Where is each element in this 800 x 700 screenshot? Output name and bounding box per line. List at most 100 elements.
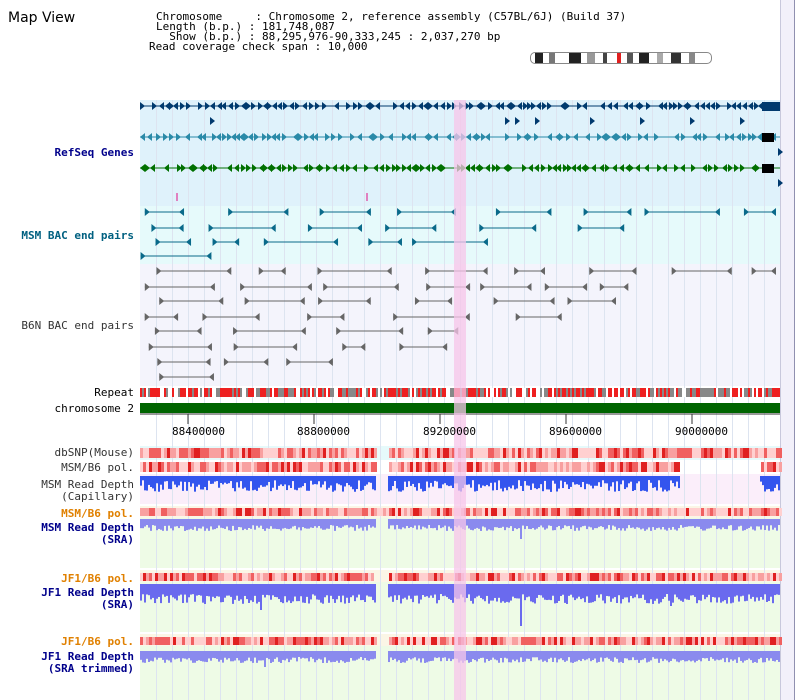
b6n-bac-pair-end	[398, 327, 404, 335]
b6n-bac-pair-end	[539, 267, 545, 275]
msm-sra-depth-bar	[160, 519, 162, 530]
jf1-trim-depth-bar	[744, 651, 746, 661]
jf1-sra-depth-bar	[778, 584, 780, 595]
msm-pol2-strip-cell	[185, 508, 188, 516]
jf1-pol-strip-cell	[638, 573, 641, 581]
repeat-segment	[402, 388, 404, 397]
jf1-pol2-strip-cell	[164, 637, 167, 645]
jf1-pol-strip-cell	[419, 573, 422, 581]
msm-sra-depth-bar	[236, 519, 238, 530]
right-scroll-area[interactable]	[780, 0, 795, 700]
msm-sra-depth-bar	[220, 519, 222, 528]
dbsnp-strip-cell	[731, 448, 734, 458]
repeat-segment	[430, 388, 432, 397]
repeat-segment	[238, 388, 240, 397]
repeat-segment	[726, 388, 728, 397]
msm-capillary-depth-bar	[428, 476, 430, 488]
jf1-trim-depth-bar	[324, 651, 326, 658]
jf1-trim-depth-bar	[286, 651, 288, 659]
msm-capillary-depth-bar	[408, 476, 410, 482]
dbsnp-strip-cell	[773, 448, 776, 458]
msm-pol2-strip-cell	[194, 508, 197, 516]
msm-pol-strip-cell	[422, 462, 425, 472]
jf1-trim-depth-bar	[752, 651, 754, 663]
jf1-pol-strip-cell	[317, 573, 320, 581]
jf1-trim-depth-bar	[226, 651, 228, 660]
repeat-segment	[612, 388, 614, 397]
jf1-sra-depth-bar	[154, 584, 156, 604]
jf1-trim-depth-bar	[468, 651, 470, 663]
msm-pol-strip-cell	[437, 462, 440, 472]
msm-capillary-depth-bar	[606, 476, 608, 484]
repeat-segment	[468, 388, 470, 397]
refseq-row-arrow	[567, 164, 572, 172]
dbsnp-strip-cell	[332, 448, 335, 458]
jf1-trim-depth-bar	[710, 651, 712, 658]
dbsnp-strip-cell	[281, 448, 284, 458]
jf1-trim-depth-bar	[448, 651, 450, 659]
msm-pol2-strip-cell	[479, 508, 482, 516]
repeat-segment	[438, 388, 440, 397]
jf1-sra-depth-bar	[246, 584, 248, 600]
jf1-trim-depth-bar	[570, 651, 572, 663]
dbsnp-strip-cell	[227, 448, 230, 458]
dbsnp-strip-cell	[275, 448, 278, 458]
msm-pol2-strip-cell	[419, 508, 422, 516]
msm-pol-strip-cell	[182, 462, 185, 472]
msm-pol-strip-cell	[626, 462, 629, 472]
b6n-bac-pair-end	[263, 358, 269, 366]
jf1-pol2-strip-cell	[356, 637, 359, 645]
grid-line	[348, 100, 349, 700]
highlight-region[interactable]	[454, 100, 466, 700]
b6n-bac-pair-end	[223, 358, 229, 366]
msm-capillary-depth-bar	[184, 476, 186, 482]
jf1-trim-depth-bar	[344, 651, 346, 663]
jf1-trim-depth-bar	[664, 651, 666, 660]
msm-pol-strip-cell	[239, 462, 242, 472]
msm-pol2-strip-cell	[512, 508, 515, 516]
dbsnp-strip-cell	[764, 448, 767, 458]
jf1-trim-depth-bar	[232, 651, 234, 662]
msm-sra-depth-bar	[596, 519, 598, 529]
jf1-trim-depth-bar	[476, 651, 478, 662]
jf1-pol-strip-cell	[176, 573, 179, 581]
dbsnp-strip-cell	[620, 448, 623, 458]
msm-pol-strip-cell	[527, 462, 530, 472]
msm-capillary-depth-bar	[236, 476, 238, 483]
repeat-segment	[144, 388, 146, 397]
jf1-sra-depth-bar	[574, 584, 576, 601]
msm-pol-strip-cell	[476, 462, 479, 472]
msm-sra-depth-bar	[406, 519, 408, 526]
refseq-row-arrow	[619, 164, 624, 172]
refseq-row-arrow	[607, 102, 612, 110]
msm-pol-strip-cell	[143, 462, 146, 472]
dbsnp-strip-cell	[152, 448, 155, 458]
b6n-bac-pair-end	[631, 267, 637, 275]
msm-capillary-depth-bar	[668, 476, 670, 491]
repeat-segment	[540, 388, 542, 397]
msm-sra-depth-bar	[250, 519, 252, 529]
msm-sra-depth-bar	[214, 519, 216, 530]
jf1-sra-depth-bar	[306, 584, 308, 597]
repeat-segment	[500, 388, 502, 397]
msm-pol-strip-cell	[635, 462, 638, 472]
msm-pol-strip-cell	[257, 462, 260, 472]
jf1-trim-depth-bar	[690, 651, 692, 662]
msm-pol2-strip-cell	[569, 508, 572, 516]
dbsnp-strip-cell	[716, 448, 719, 458]
repeat-segment	[512, 388, 514, 397]
jf1-trim-depth-bar	[270, 651, 272, 663]
jf1-trim-depth-bar	[234, 651, 236, 661]
dbsnp-strip-cell	[146, 448, 149, 458]
chromosome-ideogram[interactable]	[530, 52, 712, 64]
msm-sra-depth-bar	[512, 519, 514, 531]
jf1-trim-depth-bar	[302, 651, 304, 658]
dbsnp-strip-cell	[182, 448, 185, 458]
jf1-pol2-strip-cell	[416, 637, 419, 645]
msm-capillary-depth-bar	[296, 476, 298, 491]
refseq-row-arrow	[542, 102, 547, 110]
jf1-sra-depth-bar	[488, 584, 490, 604]
dbsnp-strip-cell	[527, 448, 530, 458]
msm-capillary-depth-bar	[520, 476, 522, 486]
